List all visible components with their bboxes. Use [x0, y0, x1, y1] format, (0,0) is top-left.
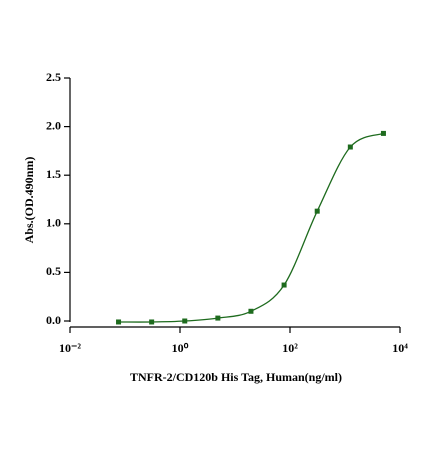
y-tick-label: 0.0 [46, 313, 61, 327]
y-tick-label: 0.5 [46, 264, 61, 278]
y-tick-label: 2.5 [46, 70, 61, 84]
fit-curve [118, 132, 384, 323]
data-point [281, 282, 287, 288]
y-tick-label: 1.0 [46, 216, 61, 230]
x-tick-label: 10⁻² [59, 341, 81, 355]
x-tick-label: 10⁰ [172, 341, 189, 355]
data-point [149, 319, 155, 325]
data-point [380, 130, 386, 136]
data-point [116, 319, 122, 325]
y-tick-label: 1.5 [46, 167, 61, 181]
x-axis-label: TNFR-2/CD120b His Tag, Human(ng/ml) [130, 370, 342, 384]
x-tick-label: 10⁴ [392, 341, 408, 355]
data-point [248, 308, 254, 314]
y-axis-label: Abs.(OD.490nm) [22, 157, 36, 244]
data-point [215, 315, 221, 321]
data-point [347, 144, 353, 150]
data-point [314, 208, 320, 214]
y-tick-label: 2.0 [46, 118, 61, 132]
data-point [182, 318, 188, 324]
x-tick-label: 10² [282, 341, 298, 355]
